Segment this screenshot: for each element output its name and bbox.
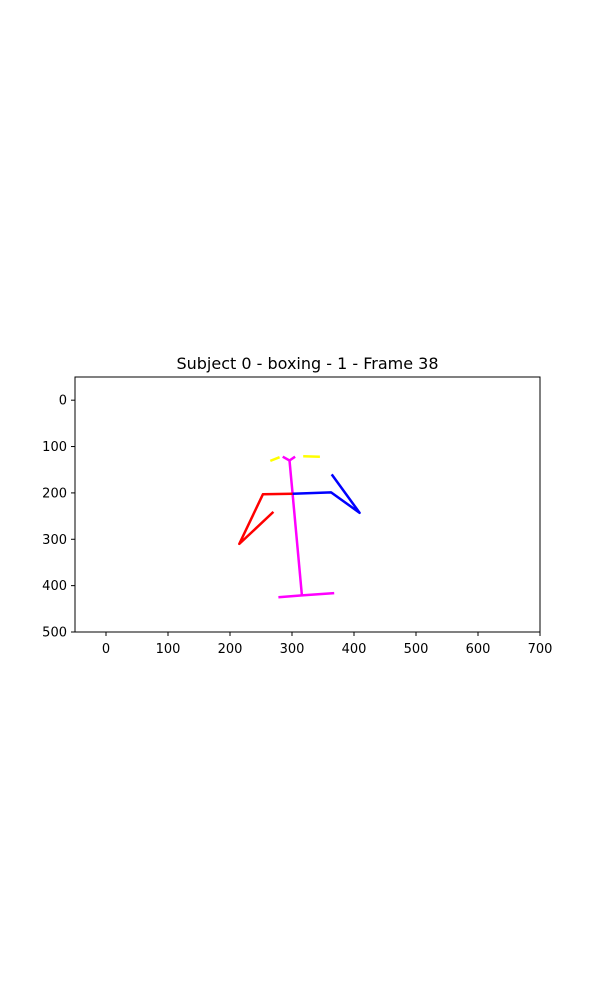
x-tick-label: 200	[218, 642, 243, 657]
skeleton-segment-torso-3	[282, 455, 291, 462]
y-tick-label: 200	[42, 486, 67, 501]
skeleton-segment-torso-0	[291, 493, 304, 596]
skeleton-segment-right_arm-7	[238, 492, 293, 546]
skeleton-segment-left_arm-8	[292, 473, 361, 515]
chart-title: Subject 0 - boxing - 1 - Frame 38	[176, 354, 438, 373]
x-tick-label: 300	[280, 642, 305, 657]
skeleton-segment-head-5	[269, 456, 281, 463]
x-tick-label: 400	[342, 642, 367, 657]
x-tick-label: 700	[528, 642, 553, 657]
y-tick-label: 400	[42, 579, 67, 594]
x-tick-label: 100	[156, 642, 181, 657]
y-tick-label: 300	[42, 533, 67, 548]
x-axis: 0 100 200 300 400 500 600 700	[102, 632, 553, 657]
plot-frame	[74, 376, 541, 633]
x-tick-label: 500	[404, 642, 429, 657]
y-tick-label: 0	[59, 394, 67, 409]
x-tick-label: 0	[102, 642, 110, 657]
skeleton-segment-torso-2	[288, 455, 296, 462]
skeleton-segment-torso-1	[288, 460, 294, 494]
y-tick-label: 500	[42, 626, 67, 641]
y-tick-label: 100	[42, 440, 67, 455]
plot-area	[238, 455, 361, 599]
skeleton-segment-torso-4	[278, 591, 335, 599]
x-tick-label: 600	[466, 642, 491, 657]
y-axis: 0 100 200 300 400 500	[42, 394, 75, 641]
